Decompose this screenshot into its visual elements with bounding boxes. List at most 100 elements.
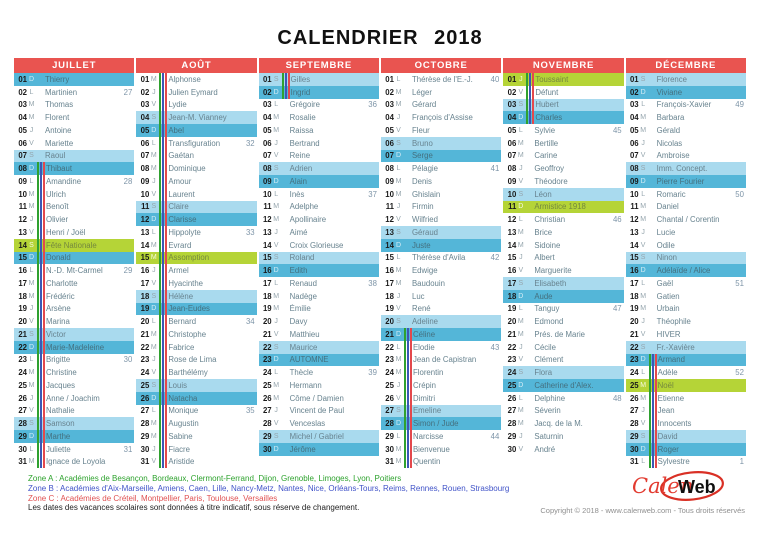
stripes-spacer: [36, 150, 44, 163]
stripes-spacer: [648, 188, 656, 201]
stripes-spacer: [525, 201, 533, 214]
day-row: 09 L Amandine 28: [14, 175, 134, 188]
vacation-zone-a-stripe: [526, 111, 529, 124]
week-number: 47: [612, 304, 622, 314]
stripes-spacer: [281, 405, 289, 418]
stripes-spacer: [403, 99, 411, 112]
day-row: 11 S Claire: [136, 200, 257, 214]
day-row: 22 J Cécile: [503, 341, 623, 354]
day-number: 17: [629, 278, 639, 288]
vacation-zone-b-stripe: [406, 391, 409, 405]
vacation-zone-c-stripe: [165, 136, 168, 150]
day-row: 10 V Laurent: [136, 187, 256, 201]
month-column-juillet: JUILLET 01 D Thierry 02 L Martinien 27 03 M Thomas…: [14, 58, 135, 469]
saint-name: Théodore: [534, 176, 568, 186]
stripes-spacer: [281, 366, 289, 379]
stripes-spacer: [36, 99, 44, 112]
school-vacation-stripes: [281, 85, 290, 99]
day-number: 30: [385, 444, 394, 454]
vacation-zone-c-stripe: [409, 404, 412, 418]
stripes-spacer: [525, 226, 533, 239]
vacation-zone-a-stripe: [37, 430, 39, 443]
vacation-zone-b-stripe: [651, 430, 654, 443]
day-letter: J: [641, 318, 645, 326]
vacation-zone-a-stripe: [37, 162, 39, 175]
vacation-zone-a-stripe: [159, 379, 162, 392]
day-letter: S: [640, 432, 646, 440]
day-letter: M: [395, 177, 402, 185]
day-letter: D: [518, 114, 524, 122]
day-letter: J: [152, 356, 156, 364]
day-row: 22 L Elodie 43: [381, 340, 501, 354]
day-number: 27: [507, 406, 517, 416]
vacation-zone-a-stripe: [526, 85, 529, 99]
day-letter: M: [28, 190, 35, 198]
calenweb-logo[interactable]: Calen Web: [628, 469, 728, 505]
school-vacation-stripes: [158, 315, 168, 328]
vacation-zone-a-stripe: [648, 417, 651, 430]
day-row: 10 M Ulrich: [14, 187, 134, 201]
week-number: 28: [123, 176, 133, 186]
vacation-zone-a-stripe: [526, 98, 529, 112]
day-row: 20 J Davy: [259, 315, 379, 328]
day-letter: J: [274, 228, 278, 236]
vacation-zone-b-stripe: [651, 366, 654, 379]
day-letter: L: [396, 343, 401, 351]
vacation-zone-c-stripe: [165, 455, 168, 469]
day-letter: S: [640, 165, 646, 173]
day-letter: J: [274, 407, 278, 415]
day-letter: M: [28, 114, 35, 122]
stripes-spacer: [281, 303, 289, 316]
day-row: 23 D AUTOMNE: [258, 353, 379, 367]
day-number: 09: [629, 176, 639, 186]
vacation-zone-c-stripe: [532, 111, 535, 124]
day-number: 26: [262, 393, 272, 403]
day-letter: V: [29, 318, 34, 326]
day-letter: J: [519, 432, 523, 440]
day-row: 22 M Fabrice: [136, 340, 256, 354]
saint-name: Venceslas: [289, 419, 326, 429]
day-row: 27 V Nathalie: [14, 404, 134, 418]
vacation-zone-a-stripe: [37, 442, 39, 456]
vacation-zone-b-stripe: [284, 85, 287, 99]
day-letter: D: [518, 292, 524, 300]
day-letter: M: [640, 114, 647, 122]
saint-name: Jacques: [46, 380, 76, 390]
stripes-spacer: [648, 315, 656, 328]
vacation-zone-b-stripe: [40, 340, 42, 354]
school-vacation-stripes: [403, 366, 412, 379]
stripes-spacer: [403, 111, 411, 124]
vacation-zone-b-stripe: [162, 430, 165, 443]
day-row: 16 D Edith: [258, 264, 379, 277]
saint-name: Cécile: [534, 342, 556, 352]
saint-name: Jean de Capistran: [412, 355, 477, 365]
saint-name: Ninon: [656, 253, 678, 263]
day-number: 30: [262, 444, 272, 454]
vacation-zone-a-stripe: [403, 442, 406, 456]
day-letter: S: [518, 279, 524, 287]
saint-name: Carine: [534, 151, 558, 161]
day-letter: V: [640, 241, 646, 249]
day-row: 19 J Arsène: [14, 302, 134, 316]
day-letter: J: [396, 114, 401, 122]
day-row: 27 S Emeline: [380, 404, 502, 418]
vacation-zone-c-stripe: [43, 366, 45, 379]
day-number: 02: [18, 87, 27, 97]
saint-name: Ulrich: [46, 189, 66, 199]
day-number: 20: [262, 317, 272, 327]
saint-name: Anne / Joachim: [46, 393, 100, 403]
saint-name: AUTOMNE: [289, 355, 329, 365]
day-number: 21: [140, 329, 150, 339]
saint-name: Christian: [534, 215, 566, 225]
day-letter: M: [395, 190, 402, 198]
day-number: 05: [140, 125, 150, 135]
stripes-spacer: [525, 417, 533, 430]
day-number: 05: [262, 125, 272, 135]
vacation-zone-a-stripe: [648, 391, 651, 405]
day-letter: V: [29, 407, 34, 415]
vacation-zone-b-stripe: [40, 315, 42, 328]
day-row: 29 D Marthe: [14, 430, 135, 443]
saint-name: Rosalie: [289, 113, 316, 123]
day-letter: V: [518, 88, 524, 96]
day-row: 12 D Clarisse: [136, 213, 257, 226]
